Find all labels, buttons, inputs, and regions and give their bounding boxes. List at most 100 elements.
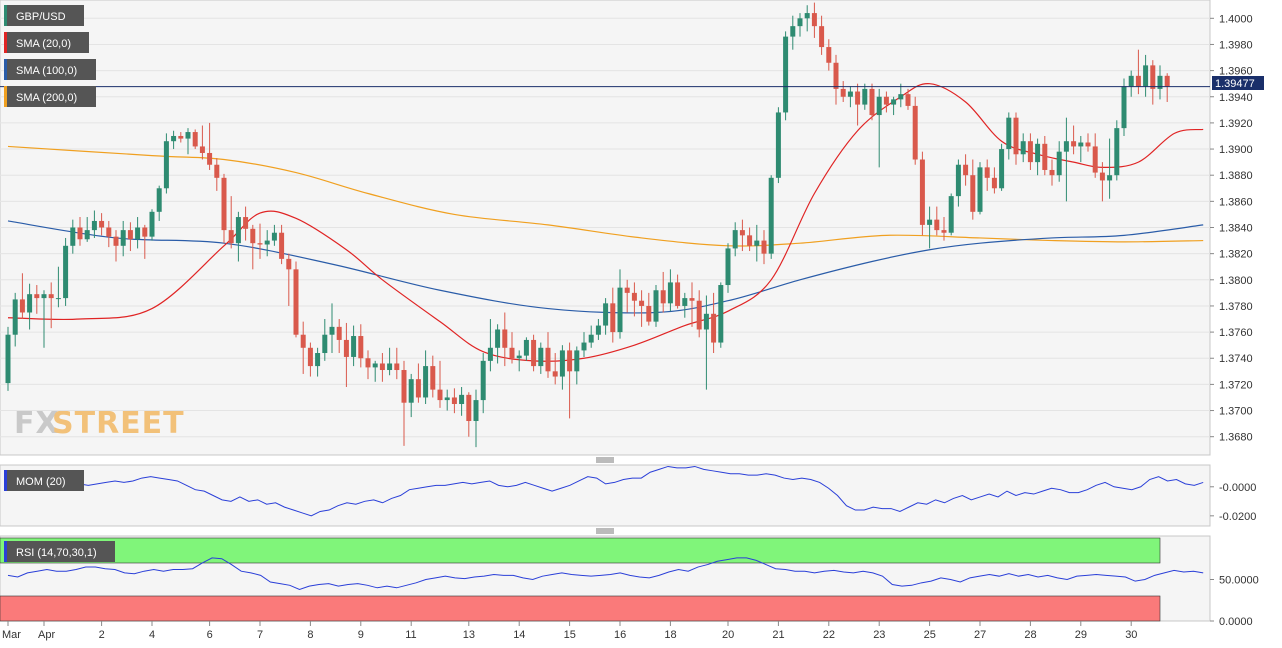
candle-body <box>135 227 141 240</box>
candle-body <box>487 347 493 361</box>
x-tick-label: 22 <box>823 629 835 641</box>
y-tick-label: 1.3800 <box>1219 275 1253 287</box>
candle-body <box>682 298 688 306</box>
y-tick-label: 1.3840 <box>1219 223 1253 235</box>
candle-body <box>761 240 767 254</box>
x-tick-label: 2 <box>99 629 105 641</box>
candle-body <box>300 334 306 348</box>
y-tick-label: 1.3720 <box>1219 379 1253 391</box>
x-tick-label: 6 <box>207 629 213 641</box>
candle-body <box>768 177 774 254</box>
candle-body <box>775 112 781 178</box>
x-tick-label: 21 <box>772 629 784 641</box>
candle-body <box>279 232 285 259</box>
resize-handle-momentum[interactable] <box>596 457 614 463</box>
momentum-line <box>7 465 1204 517</box>
y-tick-label: 1.3820 <box>1219 249 1253 261</box>
x-tick-label: Apr <box>38 629 55 641</box>
candle-body <box>207 152 213 165</box>
candle-body <box>401 370 407 403</box>
candle-body <box>653 290 659 322</box>
candle-body <box>221 177 227 231</box>
candle-body <box>1063 141 1069 152</box>
x-tick-label: 25 <box>924 629 936 641</box>
watermark-logo: FX STREET <box>14 406 184 441</box>
candle-body <box>495 329 501 348</box>
candle-body <box>142 227 148 237</box>
candle-body <box>1027 141 1033 163</box>
candle-body <box>415 379 421 398</box>
candle-body <box>315 353 321 367</box>
candle-body <box>372 363 378 368</box>
y-tick-label: 1.3860 <box>1219 196 1253 208</box>
candle-body <box>559 350 565 377</box>
candle-body <box>797 18 803 27</box>
legend-sma20[interactable]: SMA (20,0) <box>4 32 89 53</box>
x-axis: Mar Apr 2 4 6 7 8 9 11 13 14 15 16 18 20 21 22 23 25 27 28 29… <box>2 621 1137 641</box>
candle-body <box>610 303 616 333</box>
candle-body <box>286 258 292 270</box>
candle-body <box>250 228 256 244</box>
mom-y-tick-label: -0.0000 <box>1219 482 1256 494</box>
candle-body <box>1071 141 1077 147</box>
candle-body <box>523 339 529 356</box>
candle-body <box>34 294 40 299</box>
y-tick-label: 1.3700 <box>1219 406 1253 418</box>
candle-body <box>1078 142 1084 147</box>
candle-body <box>783 36 789 113</box>
mom-y-tick-label: -0.0200 <box>1219 511 1256 523</box>
candle-body <box>941 230 947 233</box>
current-price-tag: 1.39477 <box>1212 76 1264 90</box>
candle-body <box>343 339 349 357</box>
candle-body <box>804 13 810 19</box>
legend-momentum[interactable]: MOM (20) <box>4 470 84 491</box>
legend-instrument[interactable]: GBP/USD <box>4 5 84 26</box>
legend-sma100[interactable]: SMA (100,0) <box>4 59 96 80</box>
candle-body <box>883 96 889 105</box>
sma100-line <box>7 220 1204 314</box>
y-tick-label: 1.4000 <box>1219 13 1253 25</box>
candle-body <box>307 347 313 367</box>
candle-body <box>358 336 364 359</box>
candle-body <box>264 240 270 245</box>
candle-body <box>538 347 544 367</box>
candle-body <box>811 13 817 27</box>
x-tick-label: 14 <box>513 629 525 641</box>
resize-handle-rsi[interactable] <box>596 528 614 534</box>
candle-body <box>739 230 745 236</box>
candle-body <box>948 196 954 233</box>
candle-body <box>732 230 738 249</box>
candle-body <box>869 88 875 116</box>
candle-body <box>243 217 249 229</box>
legend-sma200-label: SMA (200,0) <box>16 92 77 104</box>
candle-body <box>199 146 205 153</box>
current-price-label: 1.39477 <box>1215 78 1255 90</box>
legend-rsi[interactable]: RSI (14,70,30,1) <box>4 541 115 562</box>
candle-body <box>120 230 126 246</box>
candles <box>5 2 1170 448</box>
candle-body <box>624 287 630 293</box>
candle-body <box>394 363 400 371</box>
x-tick-label: 20 <box>722 629 734 641</box>
candle-body <box>228 230 234 244</box>
candle-body <box>329 326 335 335</box>
candle-body <box>257 243 263 245</box>
candle-body <box>819 26 825 48</box>
x-tick-label: 16 <box>614 629 626 641</box>
y-tick-label: 1.3900 <box>1219 144 1253 156</box>
candle-body <box>840 88 846 97</box>
candle-body <box>293 269 299 335</box>
y-tick-label: 1.3920 <box>1219 118 1253 130</box>
candle-body <box>905 94 911 106</box>
candle-body <box>322 334 328 354</box>
candle-body <box>5 334 11 384</box>
svg-text:FX: FX <box>14 406 60 441</box>
legend-rsi-label: RSI (14,70,30,1) <box>16 547 97 559</box>
candle-body <box>214 164 220 178</box>
candle-body <box>603 303 609 326</box>
legend-sma200[interactable]: SMA (200,0) <box>4 86 96 107</box>
candle-body <box>459 394 465 405</box>
candle-body <box>1107 175 1113 181</box>
candle-body <box>675 282 681 306</box>
candle-body <box>847 91 853 97</box>
